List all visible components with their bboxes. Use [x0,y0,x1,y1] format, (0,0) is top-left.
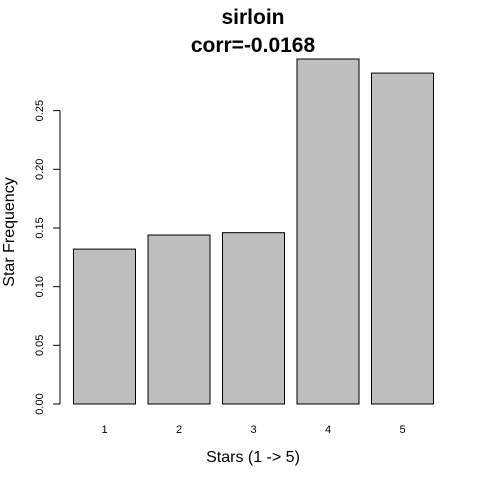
bar-2 [147,234,211,405]
x-tick-label: 1 [101,424,107,436]
x-tick-label: 4 [325,424,331,436]
y-tick-label: 0.15 [34,217,46,238]
bar-3 [222,232,285,405]
y-axis-label: Star Frequency [1,177,18,286]
bar-5 [371,72,434,405]
y-tick-label: 0.10 [34,276,46,297]
chart-subtitle: corr=-0.0168 [191,34,316,57]
x-tick-label: 2 [176,424,182,436]
bar-4 [296,58,360,405]
y-tick-label: 0.20 [34,159,46,180]
chart-title: sirloin [221,6,284,29]
y-tick-label: 0.00 [34,393,46,414]
x-tick-label: 3 [250,424,256,436]
bars-group [73,58,434,405]
y-axis: 0.00 0.05 0.10 0.15 0.20 0.25 [34,100,61,415]
x-tick-labels: 1 2 3 4 5 [101,424,405,436]
y-tick-label: 0.25 [34,100,46,121]
x-tick-label: 5 [399,424,405,436]
bar-1 [73,248,136,405]
y-tick-label: 0.05 [34,335,46,356]
x-axis-label: Stars (1 -> 5) [206,449,300,466]
